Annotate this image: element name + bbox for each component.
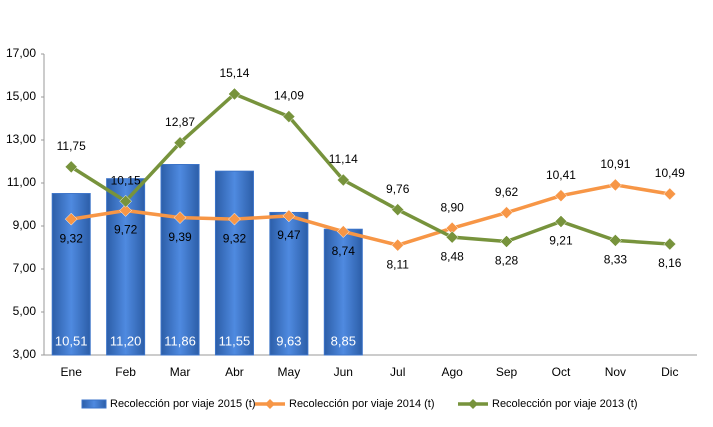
bar-value-label: 11,55 [219, 333, 251, 348]
value-label: 10,15 [111, 173, 141, 187]
value-label: 9,62 [495, 185, 519, 199]
value-label: 9,21 [549, 234, 573, 248]
marker [445, 230, 459, 244]
y-tick-label: 17,00 [6, 46, 36, 60]
x-tick-label: May [278, 365, 301, 379]
y-tick-label: 15,00 [6, 89, 36, 103]
line [70, 91, 670, 246]
y-tick-label: 9,00 [13, 218, 37, 232]
marker [609, 178, 622, 192]
value-label: 9,76 [386, 182, 410, 196]
legend-label: Recolección por viaje 2014 (t) [289, 398, 435, 410]
marker [663, 187, 677, 201]
marker [500, 206, 513, 220]
marker [500, 235, 513, 248]
value-label: 10,91 [600, 157, 630, 171]
value-label: 11,75 [57, 139, 86, 153]
x-tick-label: Jul [390, 365, 405, 379]
marker [282, 110, 296, 123]
bar-value-label: 11,20 [110, 333, 142, 348]
marker [391, 203, 405, 217]
value-label: 11,14 [329, 152, 358, 166]
value-label: 8,90 [440, 200, 464, 214]
x-tick-label: Jun [334, 365, 353, 379]
y-tick-label: 3,00 [13, 347, 37, 361]
bar [214, 170, 254, 356]
legend-marker [265, 399, 275, 409]
marker [173, 136, 187, 150]
bar-value-label: 8,85 [331, 333, 356, 348]
marker [173, 211, 187, 224]
value-label: 10,41 [546, 168, 576, 182]
value-label: 15,14 [219, 66, 249, 80]
marker [282, 209, 296, 223]
x-tick-label: Dic [661, 365, 678, 379]
value-label: 9,39 [168, 230, 192, 244]
value-label: 9,47 [277, 228, 301, 242]
y-tick-label: 13,00 [6, 132, 36, 146]
legend-label: Recolección por viaje 2013 (t) [492, 398, 638, 410]
marker [119, 204, 132, 217]
marker [336, 173, 350, 187]
marker [336, 225, 350, 238]
value-label: 8,33 [604, 253, 628, 267]
bar [323, 228, 363, 356]
bar [160, 164, 200, 356]
value-label: 9,32 [60, 231, 84, 245]
value-label: 10,49 [655, 166, 685, 180]
legend-marker [468, 399, 478, 409]
bar-value-label: 10,51 [55, 333, 88, 348]
marker [228, 212, 241, 226]
value-label: 12,87 [165, 115, 195, 129]
value-label: 8,74 [332, 244, 356, 258]
value-label: 8,48 [440, 249, 464, 263]
y-tick-label: 7,00 [13, 261, 37, 275]
marker [609, 234, 622, 247]
marker [663, 237, 677, 251]
legend-label: Recolección por viaje 2015 (t) [110, 398, 256, 410]
x-tick-label: Sep [496, 365, 518, 379]
x-tick-label: Feb [115, 365, 136, 379]
x-tick-label: Nov [605, 365, 626, 379]
marker [554, 215, 568, 228]
bar-value-label: 11,86 [164, 333, 196, 348]
bar-value-label: 9,63 [276, 333, 301, 348]
y-tick-label: 5,00 [13, 304, 37, 318]
value-label: 14,09 [274, 89, 304, 103]
marker [64, 160, 78, 174]
x-tick-label: Mar [170, 365, 191, 379]
marker [228, 87, 241, 101]
value-label: 9,32 [223, 231, 247, 245]
legend-swatch [81, 399, 107, 409]
marker [64, 212, 78, 226]
y-tick-label: 11,00 [7, 175, 36, 189]
value-label: 9,72 [114, 223, 138, 237]
x-tick-label: Ago [441, 365, 463, 379]
line [70, 183, 671, 247]
x-tick-label: Abr [225, 365, 244, 379]
value-label: 8,11 [386, 257, 409, 271]
marker [119, 194, 132, 208]
marker [391, 238, 405, 252]
value-label: 8,16 [658, 256, 682, 270]
x-tick-label: Ene [61, 365, 83, 379]
marker [554, 189, 568, 203]
bar [269, 211, 309, 356]
value-label: 8,28 [495, 254, 519, 268]
x-tick-label: Oct [552, 365, 571, 379]
